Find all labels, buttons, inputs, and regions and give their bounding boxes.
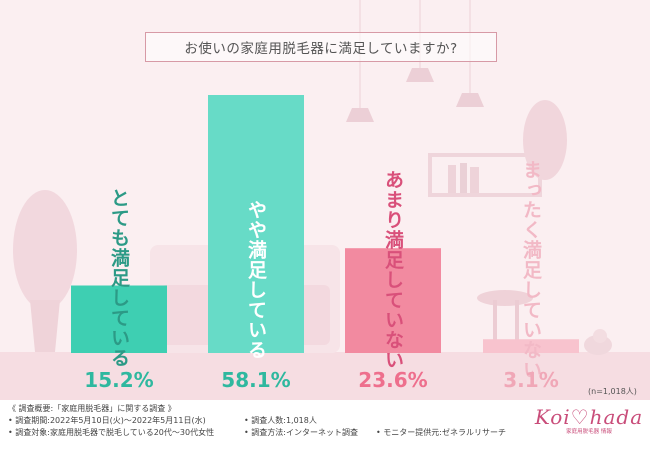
bar-3 (345, 248, 441, 353)
survey-heading: 《 調査概要:「家庭用脱毛器」に関する調査 》 (8, 404, 176, 413)
bar-2 (208, 95, 304, 353)
logo-wordmark: Koi♡hada (534, 405, 644, 429)
value-label-1: 15.2% (84, 368, 153, 392)
category-label-1: とても満足している (108, 188, 130, 368)
logo-subtext: 家庭用脱毛器 情報 (566, 429, 612, 435)
survey-target: • 調査対象:家庭用脱毛器で脱毛している20代〜30代女性 (8, 428, 215, 437)
value-label-3: 23.6% (358, 368, 427, 392)
category-label-2: やや満足している (245, 200, 267, 360)
title-box: お使いの家庭用脱毛器に満足していますか? (145, 32, 497, 62)
survey-method: • 調査方法:インターネット調査 (244, 428, 358, 437)
footer: 《 調査概要:「家庭用脱毛器」に関する調査 》 • 調査期間:2022年5月10… (0, 400, 650, 450)
sample-size-note: (n=1,018人) (588, 387, 637, 396)
category-label-3: あまり満足していない (382, 170, 404, 370)
monitor-provider: • モニター提供元:ゼネラルリサーチ (376, 428, 506, 437)
koihada-logo: Koi♡hada 家庭用脱毛器 情報 (534, 405, 644, 445)
bar-1 (71, 285, 167, 353)
survey-count: • 調査人数:1,018人 (244, 416, 317, 425)
value-label-2: 58.1% (221, 368, 290, 392)
bar-4 (483, 339, 579, 353)
category-label-4: まったく満足していない (520, 160, 542, 380)
chart-title: お使いの家庭用脱毛器に満足していますか? (184, 41, 458, 57)
value-label-4: 3.1% (503, 368, 558, 392)
survey-period: • 調査期間:2022年5月10日(火)〜2022年5月11日(水) (8, 416, 206, 425)
